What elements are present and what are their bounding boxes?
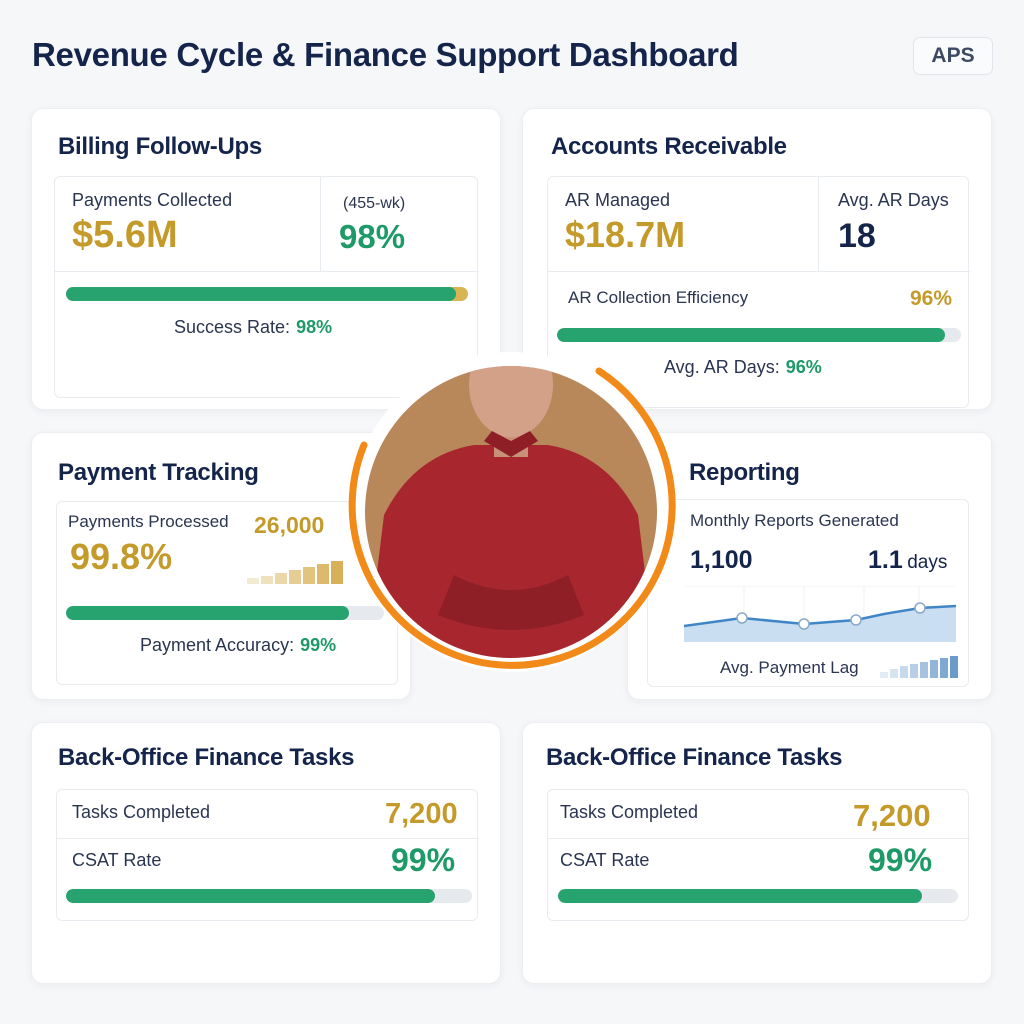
card-title: Back-Office Finance Tasks [58,744,355,771]
avg-ar-days-value: 18 [838,217,876,255]
card-title: Back-Office Finance Tasks [546,744,843,771]
card-title: Reporting [689,459,800,486]
payments-processed-label: Payments Processed [68,512,229,531]
tasks-right-card: Back-Office Finance Tasks Tasks Complete… [522,722,992,984]
mini-bar-chart-icon [880,656,958,678]
reporting-card: Reporting Monthly Reports Generated 1,10… [627,432,992,700]
ar-footer-value: 96% [785,357,822,377]
csat-value: 99% [391,842,456,878]
ar-card: Accounts Receivable AR Managed $18.7M Av… [522,108,992,410]
billing-progress-bar [66,287,468,301]
payment-accuracy-value: 99% [300,635,337,655]
tasks-completed-label: Tasks Completed [560,802,699,822]
success-rate-value: 98% [296,317,333,337]
tasks-completed-label: Tasks Completed [72,802,211,822]
ar-footer-label: Avg. AR Days: [664,357,780,377]
success-rate: Success Rate: 98% [174,317,332,338]
csat-value: 99% [868,842,933,878]
ar-managed-label: AR Managed [565,190,671,210]
success-rate-label: Success Rate: [174,317,291,337]
ar-footer: Avg. AR Days: 96% [664,357,822,378]
csat-label: CSAT Rate [72,850,162,870]
reports-label: Monthly Reports Generated [690,511,899,530]
tasks-left-card: Back-Office Finance Tasks Tasks Complete… [31,722,501,984]
payments-collected-label: Payments Collected [72,190,233,210]
payment-accuracy-label: Payment Accuracy: [140,635,295,655]
billing-card: Billing Follow-Ups Payments Collected $5… [31,108,501,410]
tasks-left-inner: Tasks Completed 7,200 CSAT Rate 99% [56,789,479,921]
payment-lag-line-chart [684,586,956,642]
ar-efficiency-label: AR Collection Efficiency [568,288,749,307]
tasks-left-progress-bar [66,889,472,903]
csat-label: CSAT Rate [560,850,650,870]
reports-value: 1,100 [690,546,753,574]
portrait-wrap [344,345,678,679]
week-value: 98% [339,218,406,255]
ar-inner: AR Managed $18.7M Avg. AR Days 18 AR Col… [547,176,970,408]
payment-tracking-card: Payment Tracking Payments Processed 26,0… [31,432,411,700]
aps-badge[interactable]: APS [913,37,993,75]
payments-collected-value: $5.6M [72,214,178,256]
payment-tracking-inner: Payments Processed 26,000 99.8% Payment … [56,501,398,685]
payment-lag-label: Avg. Payment Lag [720,658,859,677]
payments-processed-value: 99.8% [70,536,173,577]
tasks-completed-value: 7,200 [853,798,931,833]
ar-progress-bar [557,328,961,342]
week-label: (455-wk) [343,195,406,212]
payment-accuracy: Payment Accuracy: 99% [140,635,336,656]
payments-processed-count: 26,000 [254,512,325,538]
person-portrait-icon [348,352,676,672]
reporting-inner: Monthly Reports Generated 1,100 1.1 days… [647,499,969,687]
payment-lag-value: 1.1 days [868,546,948,574]
tasks-right-inner: Tasks Completed 7,200 CSAT Rate 99% [547,789,970,921]
ar-efficiency-value: 96% [910,287,953,310]
card-title: Accounts Receivable [551,133,787,160]
tasks-completed-value: 7,200 [385,798,458,830]
card-title: Payment Tracking [58,459,259,486]
tasks-right-progress-bar [558,889,958,903]
page-title: Revenue Cycle & Finance Support Dashboar… [32,36,739,73]
ar-managed-value: $18.7M [565,214,686,255]
card-title: Billing Follow-Ups [58,133,262,160]
billing-inner: Payments Collected $5.6M (455-wk) 98% Su… [54,176,479,398]
mini-bar-chart-icon [247,561,343,584]
payment-tracking-progress-bar [66,606,384,620]
avg-ar-days-label: Avg. AR Days [838,190,949,210]
